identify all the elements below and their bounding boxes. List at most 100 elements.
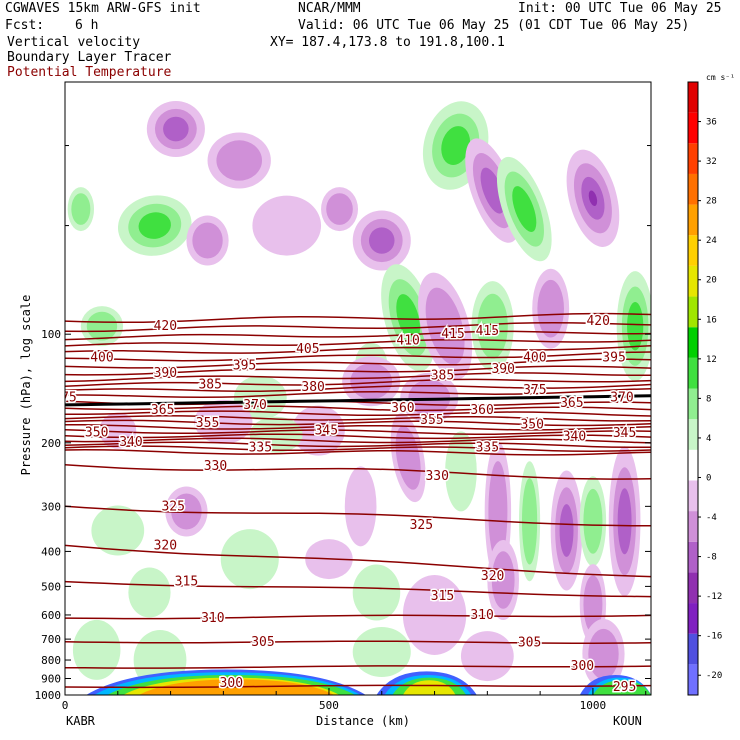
theta-contour-label: 315 (431, 589, 454, 604)
theta-contour-line (65, 338, 651, 347)
theta-contour-line (65, 415, 651, 422)
header-valid: Valid: 06 UTC Tue 06 May 25 (01 CDT Tue … (298, 18, 690, 33)
theta-contour-label: 305 (251, 635, 274, 650)
theta-contour-line (65, 505, 651, 527)
theta-contour-label: 395 (602, 350, 625, 365)
colorbar-frame (687, 81, 699, 696)
colorbar-tick-label: 8 (706, 394, 711, 404)
theta-contour-label: 400 (523, 350, 546, 365)
velocity-blob (537, 279, 564, 338)
theta-contour-line (65, 410, 651, 417)
theta-contour-label: 365 (560, 396, 583, 411)
velocity-blob (350, 363, 393, 400)
theta-contour-line (65, 351, 651, 362)
colorbar-tick-label: 28 (706, 197, 717, 207)
velocity-blob (396, 294, 421, 342)
colorbar-tick-label: 24 (706, 236, 717, 246)
velocity-blob (220, 529, 279, 590)
colorbar-tick-label: -4 (706, 513, 717, 523)
colorbar-swatch (688, 511, 698, 542)
colorbar-swatch (688, 449, 698, 481)
colorbar-tick-label: -16 (706, 632, 722, 642)
y-axis-label: Pressure (hPa), log scale (19, 295, 33, 476)
y-axis: 100 200 300 400 500 600 700 800 900 1000 (35, 81, 651, 702)
theta-tropopause-line (65, 394, 651, 407)
velocity-blob (252, 195, 322, 256)
theta-contour-line (65, 614, 651, 620)
theta-contour-label: 400 (90, 350, 113, 365)
velocity-blob (583, 488, 603, 554)
theta-contour-label: 385 (431, 368, 454, 383)
theta-contour-line (65, 419, 651, 427)
theta-contour-label: 340 (563, 429, 586, 444)
velocity-blob (344, 466, 377, 547)
theta-contour-line (65, 330, 651, 341)
velocity-blob (352, 626, 411, 677)
theta-contour-label: 315 (175, 575, 198, 590)
velocity-blob (352, 564, 401, 621)
theta-contour-line (65, 372, 651, 383)
theta-contour-line (65, 433, 651, 440)
header-model: CGWAVES 15km ARW-GFS init (5, 1, 201, 16)
theta-contour-label: 310 (201, 611, 224, 626)
theta-contour-label: 350 (520, 418, 543, 433)
theta-contour-line (65, 428, 651, 435)
theta-contour-label: 360 (391, 401, 414, 416)
theta-contour-labels: 420 420 415 415 410 405 400 400 395 395 390 390 385 3… (53, 313, 638, 695)
velocity-blob (72, 619, 121, 680)
bl-tracer-green (592, 680, 651, 695)
velocity-blob (99, 412, 137, 449)
theta-contour-label: 345 (613, 426, 636, 441)
velocity-blob (216, 140, 263, 181)
theta-contour-label: 360 (470, 403, 493, 418)
y-tick-label: 100 (41, 328, 61, 341)
theta-contour-label: 355 (196, 416, 219, 431)
velocity-blob (445, 431, 477, 512)
colorbar-tick-label: 0 (706, 473, 711, 483)
header-fcst-value: 6 h (75, 18, 99, 33)
colorbar-tick-label: 16 (706, 315, 717, 325)
colorbar: 36 32 28 24 20 16 12 8 4 0 -4 -8 -12 -16 -20 (687, 81, 722, 696)
theta-contour-line (65, 437, 651, 444)
colorbar-swatch (688, 603, 698, 634)
theta-contour-label: 295 (613, 680, 636, 695)
colorbar-swatch (688, 480, 698, 512)
colorbar-swatch (688, 265, 698, 297)
velocity-blob (128, 567, 171, 618)
theta-contour-line (65, 580, 651, 598)
velocity-blob (588, 190, 598, 207)
theta-contour-label: 380 (301, 380, 324, 395)
colorbar-tick-label: 36 (706, 118, 717, 128)
colorbar-swatch (688, 112, 698, 144)
colorbar-swatch (688, 419, 698, 450)
velocity-blob (512, 186, 537, 233)
theta-contour-line (65, 358, 651, 369)
theta-contour-line (65, 445, 651, 452)
colorbar-swatch (688, 664, 698, 695)
plot-frame (64, 81, 652, 696)
velocity-blob (559, 504, 574, 557)
colorbar-tick-label: 20 (706, 276, 717, 286)
velocity-blob (86, 311, 118, 341)
theta-contour-label: 345 (315, 424, 338, 439)
theta-contour-line (65, 640, 651, 644)
theta-contour-line (65, 378, 651, 388)
velocity-blob (163, 116, 189, 142)
colorbar-swatch (688, 235, 698, 266)
theta-contour-label: 415 (476, 324, 499, 339)
velocity-blob (617, 488, 632, 555)
theta-contour-label: 375 (53, 391, 76, 406)
velocity-blob (583, 575, 603, 633)
y-tick-label: 1000 (35, 689, 62, 702)
header-init: Init: 00 UTC Tue 06 May 25 (518, 1, 722, 16)
theta-contour-line (65, 665, 651, 669)
theta-contour-label: 420 (586, 314, 609, 329)
endpoint-right: KOUN (613, 714, 642, 728)
theta-contour-label: 390 (154, 366, 177, 381)
colorbar-swatch (688, 572, 698, 604)
velocity-blob (477, 293, 508, 359)
theta-contour-label: 320 (154, 538, 177, 553)
y-tick-label: 400 (41, 545, 61, 558)
colorbar-swatch (688, 633, 698, 665)
